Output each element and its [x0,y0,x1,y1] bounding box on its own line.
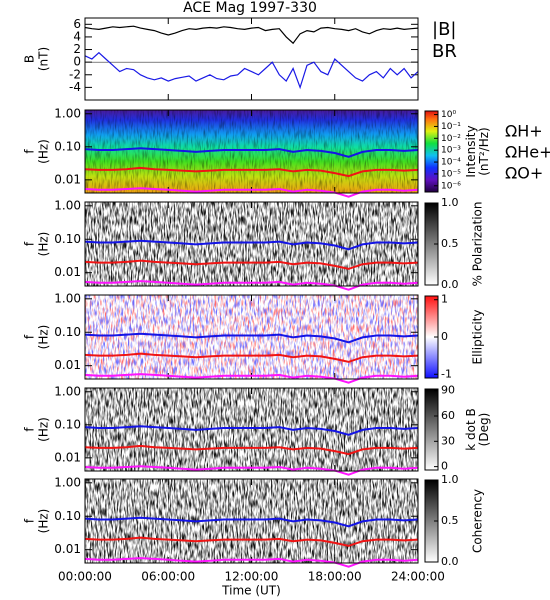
panel-frame [84,478,419,564]
x-tick-label: 18:00:00 [308,570,362,584]
colorbar-label: Ellipticity [471,310,485,365]
colorbar-label: Coherency [471,489,485,553]
series-line [84,51,419,90]
panel-frame [84,17,419,101]
series-line [84,425,419,436]
series-line [84,444,419,456]
legend-label: ΩO+ [505,164,543,183]
chart-title: ACE Mag 1997-330 [183,0,317,16]
colorbar-tick-label: 10⁻¹ [441,122,461,132]
series-line [84,373,419,384]
legend-label: |B| [432,19,456,40]
y-axis-label: f [23,518,37,523]
legend-label: BR [432,41,457,62]
y-axis-label: f [23,334,37,339]
y-axis-label: f [23,241,37,246]
y-axis-label: B [23,55,37,63]
y-tick-label: 0.01 [54,450,81,464]
y-tick-label: 0.01 [54,542,81,556]
y-tick-label: 0.01 [54,265,81,279]
y-tick-label: 1.00 [54,475,81,489]
y-tick-label: 0.10 [54,417,81,431]
panel-frame [84,109,419,194]
colorbar-label: (nT²/Hz) [477,127,491,175]
y-tick-label: 0.10 [54,232,81,246]
y-tick-label: -2 [69,67,81,81]
colorbar-label: (Deg) [477,413,491,447]
colorbar-tick-label: 0.5 [441,237,459,250]
y-tick-label: 0.01 [54,358,81,372]
colorbar-tick-label: 60 [441,409,455,422]
y-tick-label: -4 [69,80,81,94]
x-tick-label: 06:00:00 [141,570,195,584]
series-line [84,166,419,178]
legend-label: ΩHe+ [505,143,550,162]
colorbar-tick-label: 0 [441,460,448,473]
colorbar-tick-label: 0 [441,330,448,343]
y-tick-label: 0 [73,55,81,69]
series-line [84,239,419,251]
colorbar-tick-label: 90 [441,384,455,397]
y-axis-label: (Hz) [37,325,51,350]
y-tick-label: 1.00 [54,106,81,120]
colorbar-tick-label: 10⁻⁶ [441,181,461,191]
colorbar-tick-label: 1.0 [441,196,459,209]
y-tick-label: 0.01 [54,172,81,186]
y-tick-label: 4 [73,29,81,43]
y-tick-label: 2 [73,42,81,56]
y-axis-label: (Hz) [37,232,51,257]
y-axis-label: f [23,149,37,154]
colorbar-tick-label: 1.0 [441,473,459,486]
x-tick-label: 00:00:00 [58,570,112,584]
panel-frame [84,201,419,287]
colorbar-tick-label: -1 [441,367,452,380]
legend-label: ΩH+ [505,122,543,141]
series-line [84,465,419,476]
series-line [84,557,419,568]
series-line [84,352,419,363]
y-tick-label: 0.10 [54,139,81,153]
colorbar [424,110,439,193]
colorbar-tick-label: 10⁰ [441,110,456,120]
y-axis-label: (Hz) [37,139,51,164]
x-axis-label: Time (UT) [221,584,281,598]
panel-frame [84,387,419,472]
series-line [84,536,419,547]
x-tick-label: 12:00:00 [225,570,279,584]
colorbar-tick-label: 10⁻³ [441,146,461,156]
x-tick-label: 24:00:00 [391,570,445,584]
series-line [84,147,419,158]
colorbar-tick-label: 0.5 [441,514,459,527]
y-axis-label: f [23,427,37,432]
y-axis-label: (Hz) [37,509,51,534]
y-tick-label: 0.10 [54,509,81,523]
series-line [84,280,419,291]
y-tick-label: 1.00 [54,291,81,305]
y-tick-label: 6 [73,17,81,31]
colorbar-tick-label: 10⁻² [441,134,461,144]
series-line [84,259,419,270]
colorbar-label: k dot B [464,408,478,450]
series-line [84,332,419,344]
y-axis-label: (nT) [37,47,51,71]
colorbar-tick-label: 10⁻⁴ [441,158,461,168]
y-axis-label: (Hz) [37,417,51,442]
colorbar-label: Intensity [464,125,478,177]
colorbar-tick-label: 30 [441,434,455,447]
colorbar-tick-label: 0.0 [441,555,459,568]
colorbar [424,388,439,471]
y-tick-label: 1.00 [54,198,81,212]
y-tick-label: 0.10 [54,325,81,339]
series-line [84,25,419,45]
colorbar-tick-label: 1 [441,293,448,306]
series-line [84,516,419,528]
panel-frame [84,294,419,380]
colorbar-label: % Polarization [471,202,485,287]
y-tick-label: 1.00 [54,384,81,398]
colorbar-tick-label: 10⁻⁵ [441,169,461,179]
colorbar-tick-label: 0.0 [441,278,459,291]
series-line [84,187,419,198]
